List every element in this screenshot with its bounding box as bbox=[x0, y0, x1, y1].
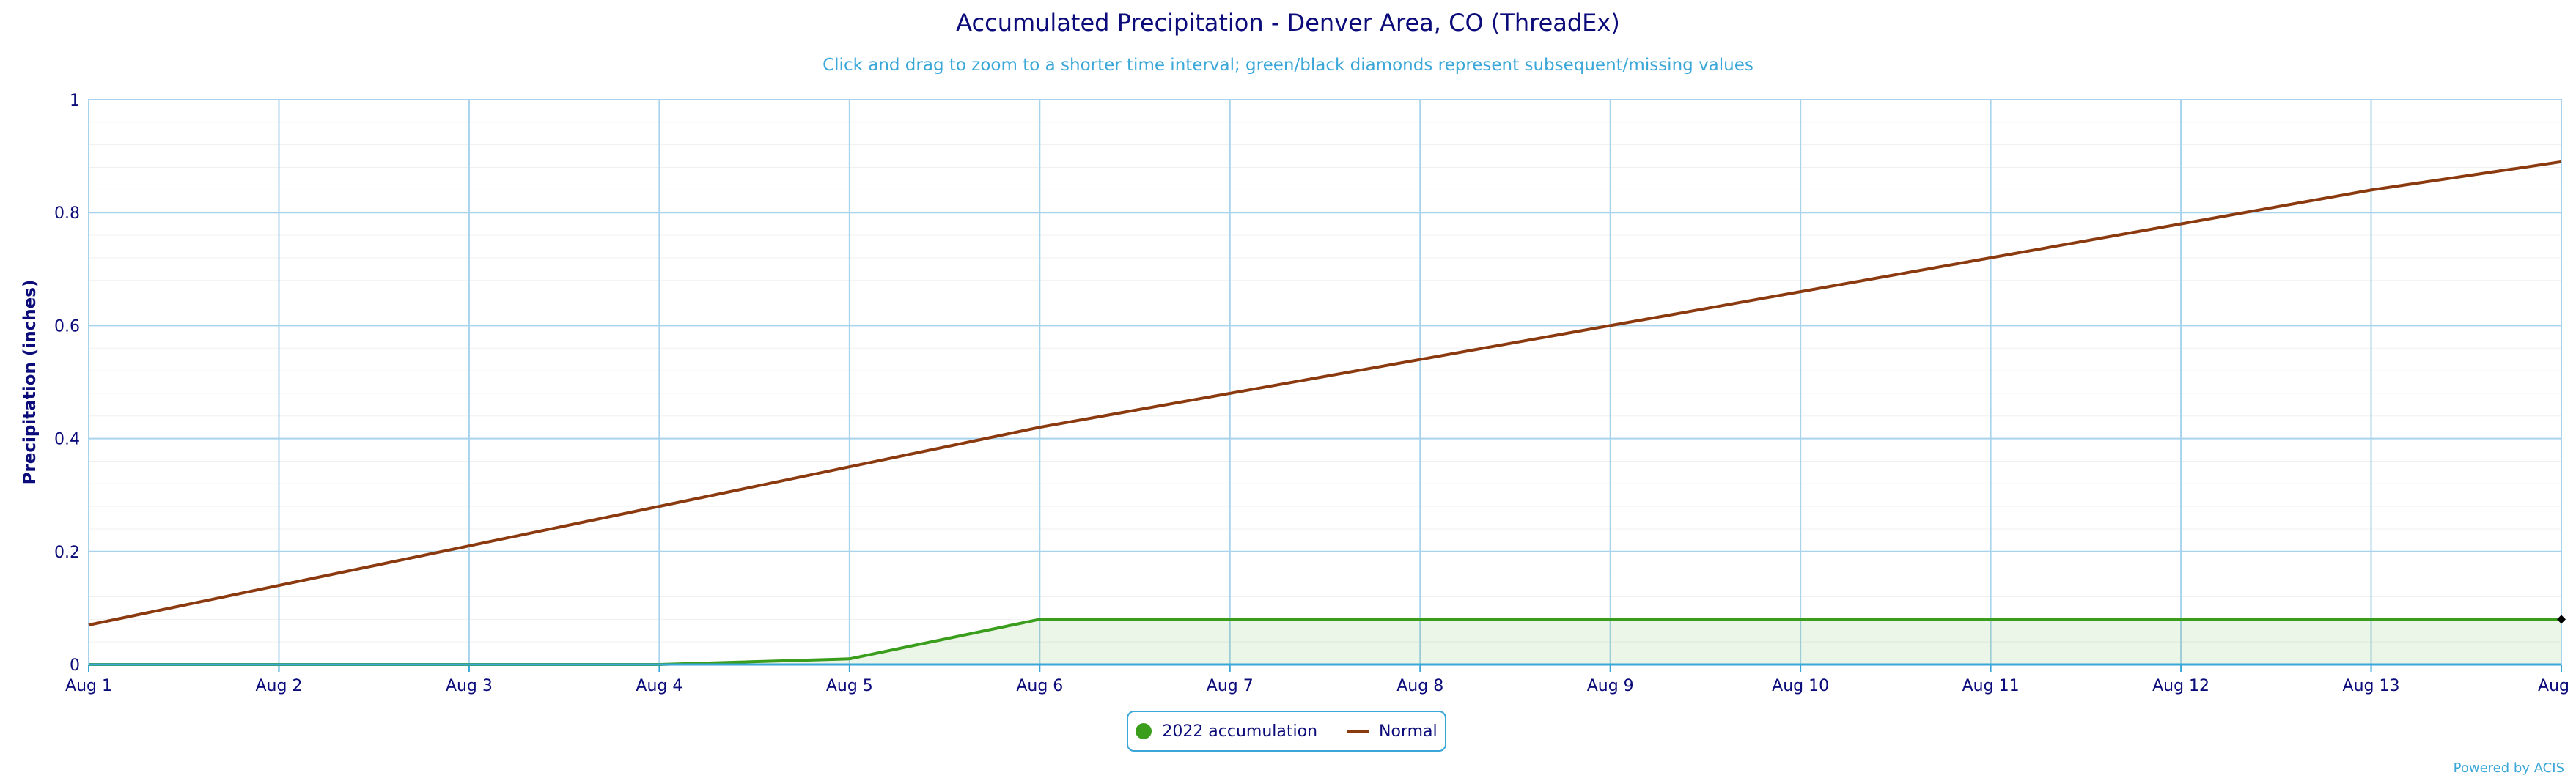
y-tick-label: 0.2 bbox=[54, 544, 80, 562]
y-axis-label: Precipitation (inches) bbox=[21, 280, 40, 485]
diamond-marker[interactable] bbox=[2557, 615, 2566, 624]
legend-label-accumulation: 2022 accumulation bbox=[1162, 722, 1318, 741]
legend-marker-accumulation bbox=[1136, 723, 1152, 739]
x-tick-label: Aug 3 bbox=[446, 677, 493, 695]
chart-title: Accumulated Precipitation - Denver Area,… bbox=[956, 9, 1620, 37]
chart-subtitle: Click and drag to zoom to a shorter time… bbox=[823, 56, 1753, 75]
x-tick-label: Aug 13 bbox=[2343, 677, 2400, 695]
x-tick-label: Aug 12 bbox=[2152, 677, 2209, 695]
x-tick-label: Aug 11 bbox=[1962, 677, 2020, 695]
y-tick-label: 1 bbox=[70, 92, 80, 110]
x-tick-label: Aug 1 bbox=[2538, 677, 2576, 695]
x-tick-label: Aug 6 bbox=[1016, 677, 1063, 695]
y-tick-label: 0.8 bbox=[54, 204, 80, 223]
legend-item-accumulation[interactable]: 2022 accumulation bbox=[1136, 722, 1317, 741]
plot-border bbox=[88, 99, 2562, 665]
legend: 2022 accumulation Normal bbox=[1127, 711, 1446, 752]
x-tick-label: Aug 8 bbox=[1396, 677, 1443, 695]
x-tick-label: Aug 9 bbox=[1587, 677, 1634, 695]
y-tick-label: 0.6 bbox=[54, 317, 80, 336]
x-tick-label: Aug 5 bbox=[826, 677, 873, 695]
legend-marker-normal bbox=[1347, 730, 1369, 733]
series-area-2022-accumulation bbox=[89, 619, 2561, 665]
x-tick-label: Aug 2 bbox=[255, 677, 302, 695]
y-tick-label: 0.4 bbox=[54, 431, 80, 449]
credit-link[interactable]: Powered by ACIS bbox=[2453, 760, 2564, 776]
legend-label-normal: Normal bbox=[1379, 722, 1438, 741]
legend-item-normal[interactable]: Normal bbox=[1347, 722, 1438, 741]
x-tick-label: Aug 1 bbox=[65, 677, 112, 695]
series-line-normal[interactable] bbox=[88, 160, 2562, 626]
x-tick-label: Aug 10 bbox=[1772, 677, 1829, 695]
x-tick-label: Aug 7 bbox=[1207, 677, 1254, 695]
x-tick-label: Aug 4 bbox=[636, 677, 682, 695]
y-tick-label: 0 bbox=[70, 656, 80, 675]
